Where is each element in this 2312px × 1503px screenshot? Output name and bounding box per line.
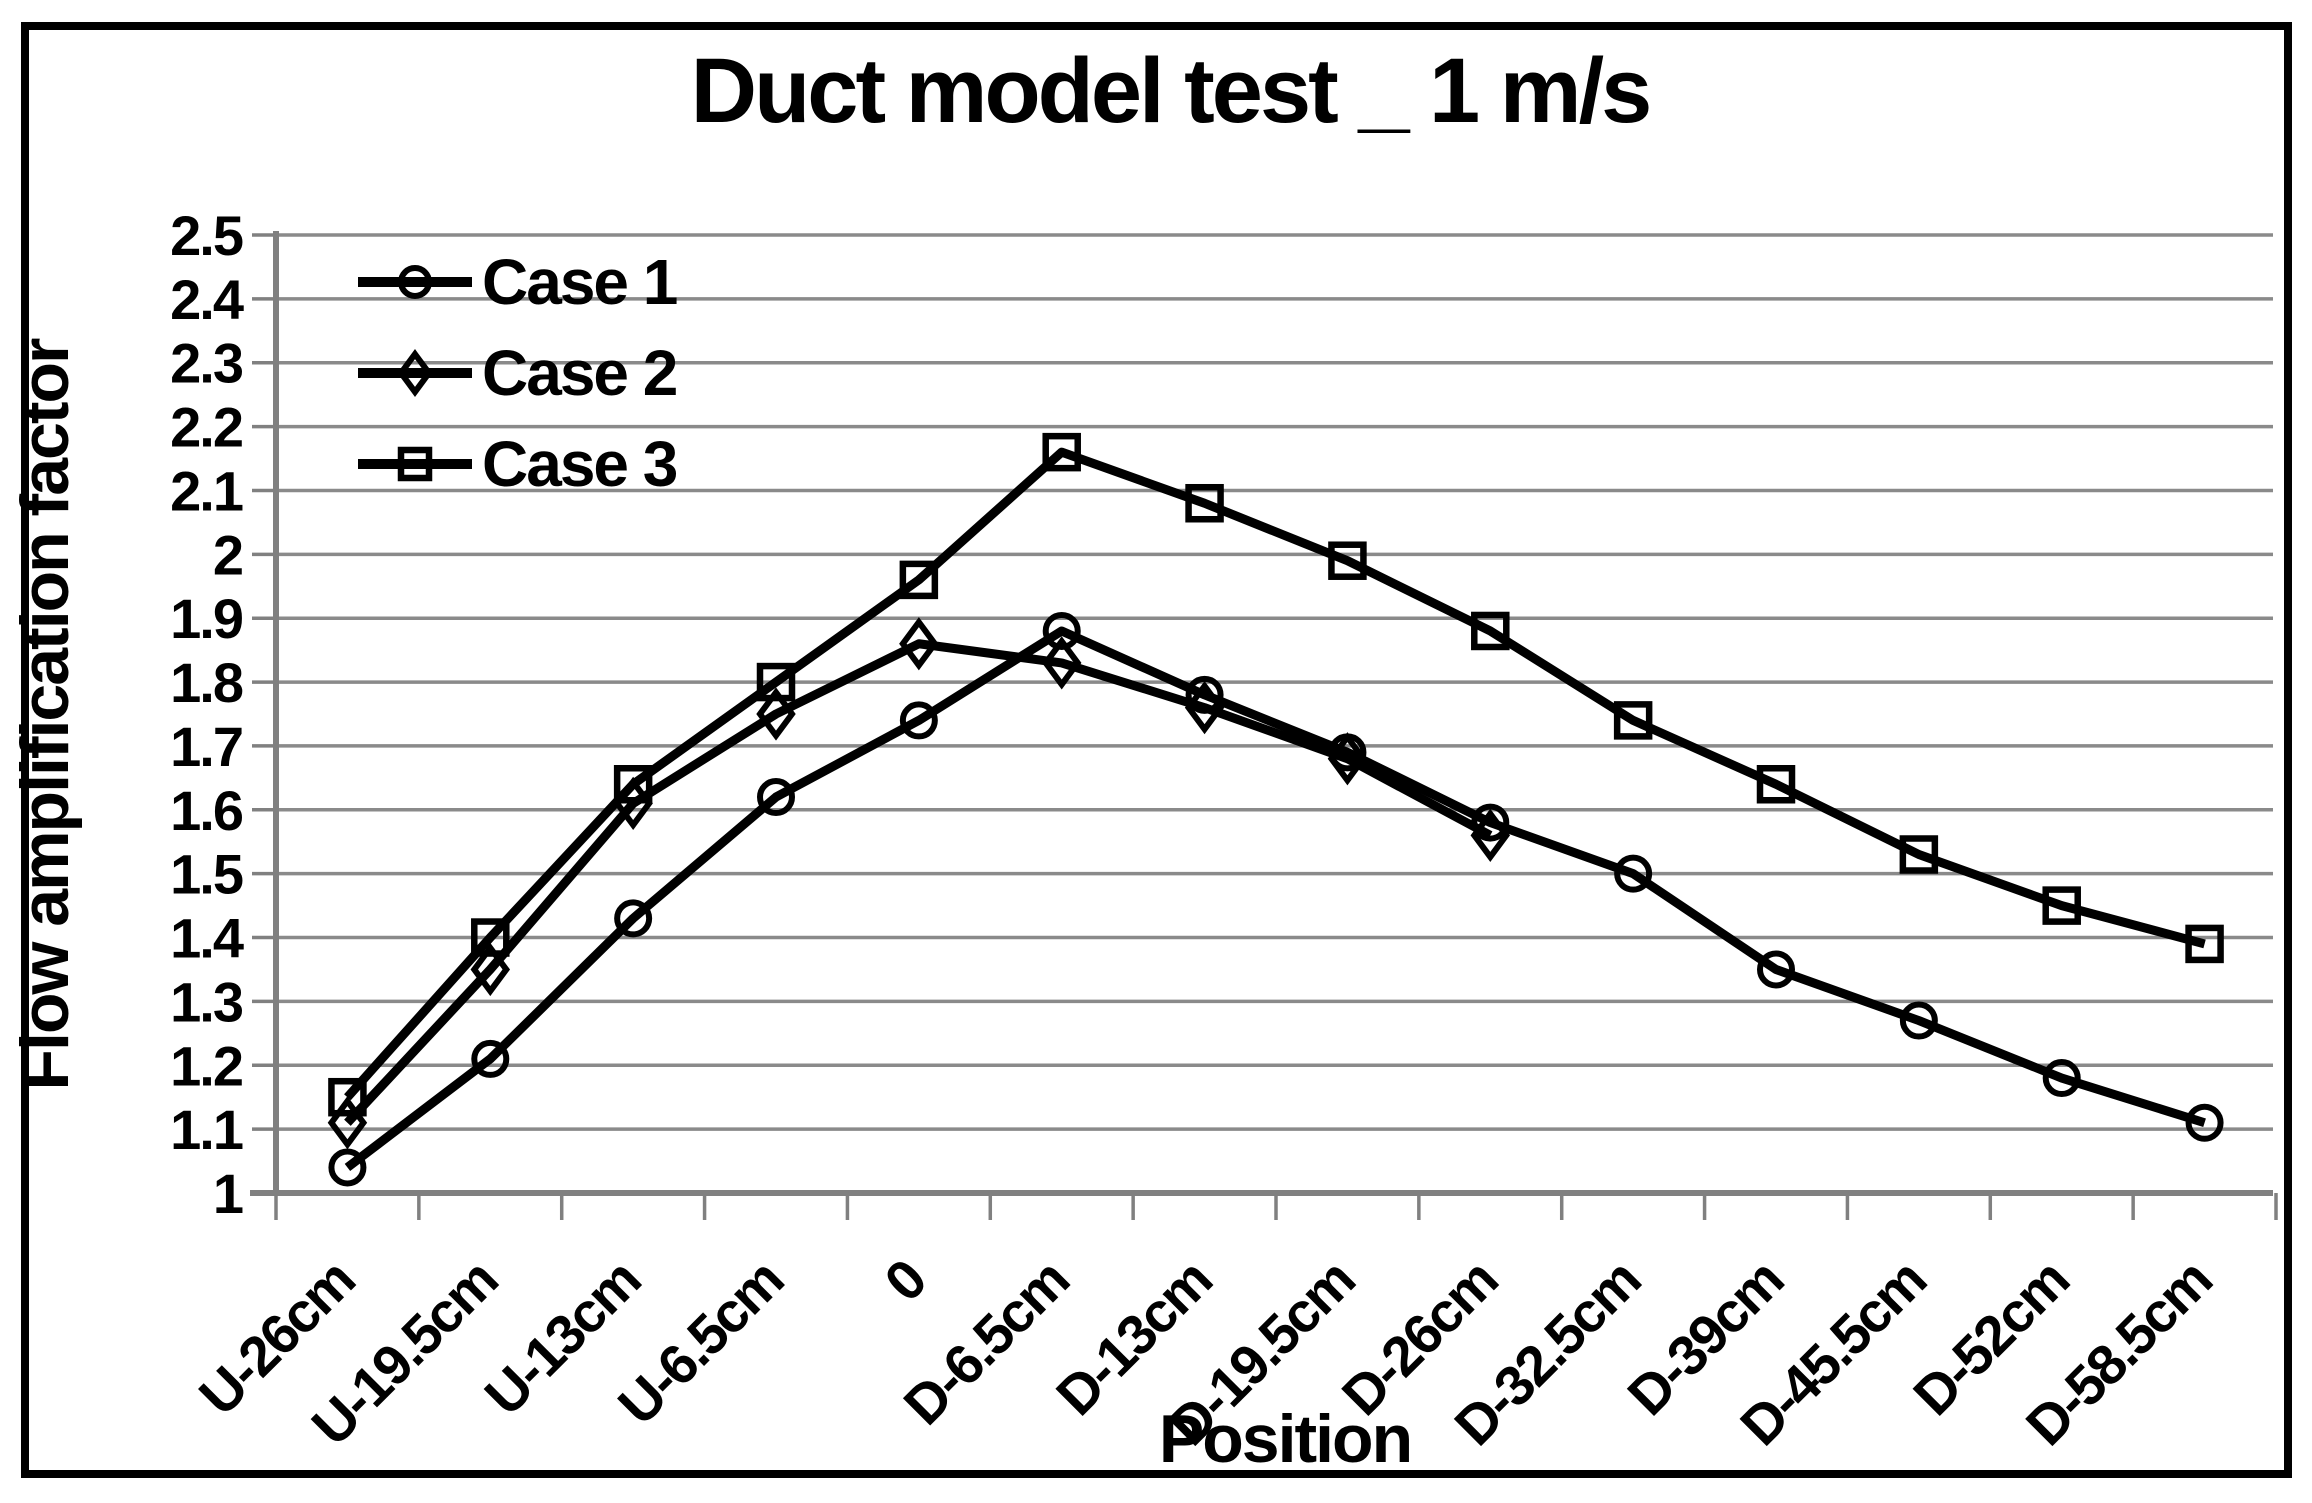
y-tick-label: 1.1	[170, 1098, 243, 1161]
square-marker	[1756, 765, 1796, 804]
y-tick-label: 1.7	[170, 715, 242, 778]
diamond-marker	[397, 349, 433, 397]
legend-label: Case 1	[482, 246, 677, 318]
y-tick-label: 2.2	[170, 396, 242, 459]
square-marker	[1185, 483, 1224, 523]
series-case-3	[328, 432, 2224, 1117]
tick-labels: 2.52.42.32.22.121.91.81.71.61.51.41.31.2…	[170, 204, 2223, 1457]
circle-marker	[471, 1039, 510, 1078]
y-axis-title: Flow amplification factor	[7, 338, 83, 1090]
circle-marker	[398, 265, 432, 299]
y-tick-label: 1.2	[170, 1034, 242, 1097]
x-tick-label: 0	[872, 1248, 937, 1313]
series-case-1	[328, 611, 2224, 1187]
circle-marker	[757, 778, 795, 817]
y-tick-label: 1	[213, 1162, 243, 1225]
diamond-marker	[470, 942, 511, 997]
square-marker	[1042, 432, 1081, 472]
legend-label: Case 2	[482, 337, 677, 409]
square-marker	[397, 446, 433, 482]
series-line	[344, 626, 2206, 1172]
legend-label: Case 3	[482, 428, 677, 500]
y-tick-label: 2.3	[170, 332, 243, 395]
y-tick-label: 2	[213, 523, 242, 586]
chart-title: Duct model test _ 1 m/s	[691, 40, 1650, 142]
series-line	[344, 639, 1493, 1126]
circle-marker	[1899, 1001, 1938, 1040]
square-marker	[2185, 924, 2224, 964]
y-tick-label: 1.8	[170, 651, 243, 714]
circle-marker	[328, 1148, 367, 1187]
square-marker	[756, 662, 796, 702]
series-line	[344, 447, 2206, 1101]
square-marker	[2042, 886, 2081, 925]
square-marker	[1328, 541, 1367, 580]
square-marker	[328, 1077, 367, 1117]
y-tick-label: 2.1	[170, 459, 243, 522]
series-case-2	[327, 617, 1511, 1150]
legend-item-case-3: Case 3	[358, 428, 679, 500]
axes	[250, 231, 2278, 1220]
y-tick-label: 1.3	[170, 970, 243, 1033]
diamond-marker	[1041, 636, 1082, 690]
diamond-marker	[1470, 808, 1511, 862]
circle-marker	[2042, 1059, 2081, 1098]
square-marker	[1613, 701, 1653, 740]
diamond-marker	[1327, 732, 1368, 786]
diamond-marker	[756, 687, 796, 741]
data-series	[327, 432, 2224, 1187]
square-marker	[1471, 611, 1510, 651]
circle-marker	[1614, 854, 1653, 893]
circle-marker	[1042, 611, 1081, 650]
legend-item-case-2: Case 2	[358, 337, 679, 409]
y-tick-label: 2.4	[170, 268, 244, 331]
diamond-marker	[899, 617, 939, 671]
outer-frame	[21, 22, 2292, 1478]
square-marker	[1899, 835, 1939, 874]
circle-marker	[2185, 1103, 2224, 1142]
diamond-marker	[1184, 680, 1225, 735]
circle-marker	[1757, 950, 1795, 989]
x-axis-title: Position	[1159, 1401, 1411, 1477]
y-tick-label: 1.9	[170, 587, 243, 650]
square-marker	[613, 765, 653, 804]
square-marker	[899, 560, 939, 600]
square-marker	[471, 918, 510, 957]
circle-marker	[899, 701, 938, 740]
y-tick-label: 2.5	[170, 204, 243, 267]
legend: Case 1 Case 2 Case 3	[358, 246, 679, 500]
y-tick-label: 1.4	[170, 907, 244, 970]
circle-marker	[614, 899, 653, 938]
y-tick-label: 1.6	[170, 779, 243, 842]
legend-item-case-1: Case 1	[358, 246, 679, 318]
y-tick-label: 1.5	[170, 843, 243, 906]
